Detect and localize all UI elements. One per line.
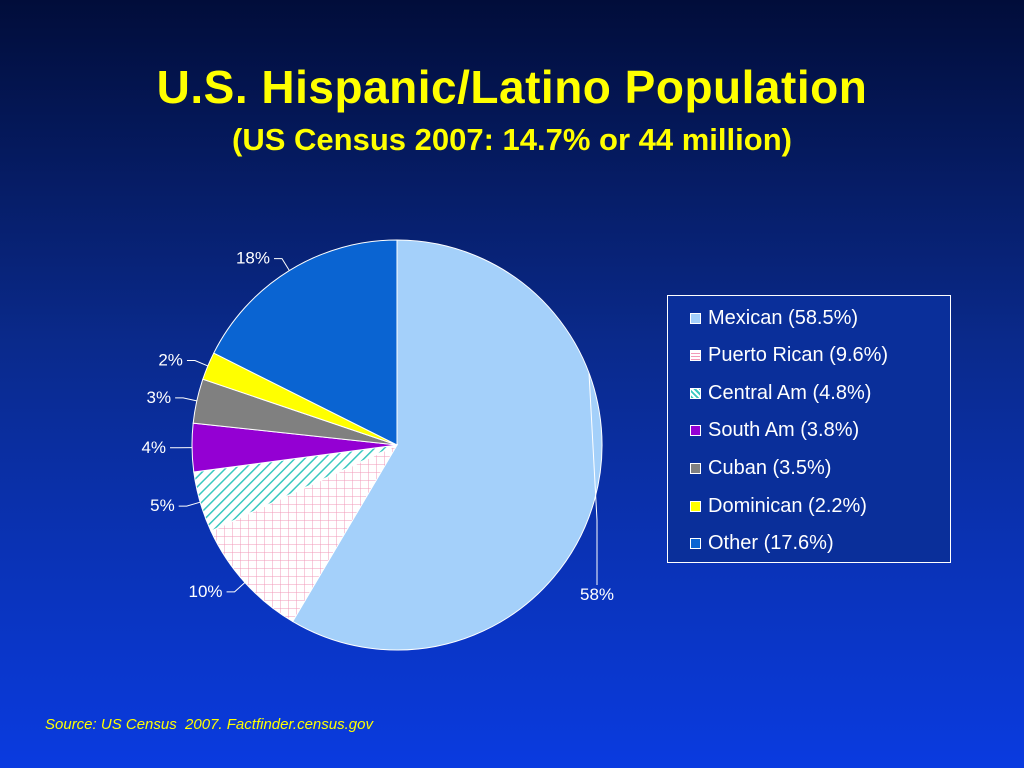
legend-item-2: Central Am (4.8%) — [690, 381, 871, 405]
slice-label-0: 58% — [580, 585, 614, 604]
legend-swatch-6 — [690, 538, 701, 550]
source-note: Source: US Census 2007. Factfinder.censu… — [45, 716, 373, 733]
page-title: U.S. Hispanic/Latino Population — [156, 61, 868, 113]
legend-label-3: South Am (3.8%) — [708, 419, 860, 442]
leader-line-4 — [175, 397, 197, 402]
legend-item-0: Mexican (58.5%) — [690, 306, 858, 330]
legend-label-1: Puerto Rican (9.6%) — [708, 344, 889, 367]
leader-line-2 — [178, 501, 201, 507]
legend-swatch-3 — [690, 425, 701, 437]
legend-item-4: Cuban (3.5%) — [690, 456, 831, 480]
legend-item-5: Dominican (2.2%) — [690, 494, 867, 518]
leader-line-0 — [588, 373, 598, 585]
legend-swatch-4 — [690, 462, 701, 474]
leader-line-5 — [186, 360, 209, 367]
page-subtitle: (US Census 2007: 14.7% or 44 million) — [232, 122, 792, 157]
legend-label-2: Central Am (4.8%) — [708, 381, 872, 404]
slice-label-5: 2% — [158, 351, 183, 370]
legend-label-6: Other (17.6%) — [708, 532, 834, 555]
legend-swatch-2 — [690, 387, 701, 399]
leader-line-1 — [226, 582, 246, 593]
legend-swatch-0 — [690, 312, 701, 324]
slice-label-2: 5% — [150, 496, 175, 515]
leader-line-6 — [273, 258, 290, 271]
legend-swatch-1 — [690, 350, 701, 362]
chart-legend: Mexican (58.5%) Puerto Rican (9.6%) Centra… — [667, 295, 951, 563]
pie-slice-0 — [291, 239, 603, 651]
legend-label-4: Cuban (3.5%) — [708, 456, 832, 479]
pie-slice-1 — [210, 443, 399, 623]
slice-label-1: 10% — [189, 582, 223, 601]
legend-item-3: South Am (3.8%) — [690, 419, 859, 443]
legend-item-1: Puerto Rican (9.6%) — [690, 344, 888, 368]
legend-swatch-5 — [690, 500, 701, 512]
pie-slice-6 — [213, 239, 398, 446]
slice-label-4: 3% — [147, 388, 172, 407]
slice-label-3: 4% — [141, 438, 166, 457]
slice-label-6: 18% — [236, 249, 270, 268]
legend-label-0: Mexican (58.5%) — [708, 306, 859, 329]
legend-label-5: Dominican (2.2%) — [708, 494, 867, 517]
legend-item-6: Other (17.6%) — [690, 532, 834, 556]
